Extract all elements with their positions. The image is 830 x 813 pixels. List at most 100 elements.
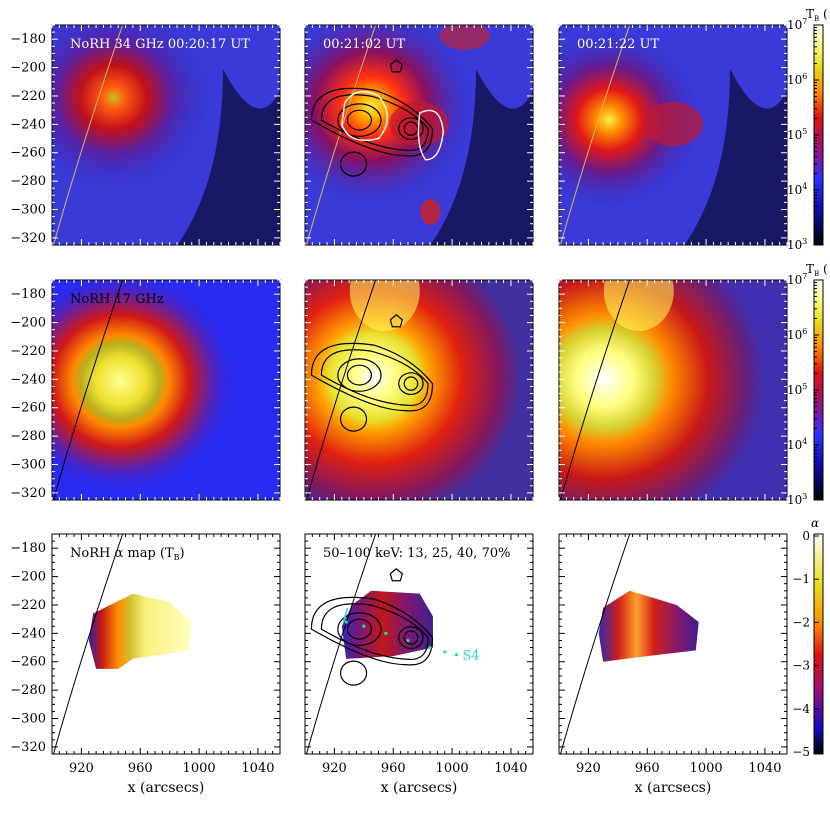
panel-label: NoRH 34 GHz 00:20:17 UT (70, 37, 250, 52)
colorbar-tick-label: 106 (787, 72, 807, 87)
x-tick-label: 920 (322, 761, 347, 776)
panel-frame (558, 24, 788, 246)
white-contours (341, 90, 444, 161)
x-tick-label: 960 (381, 761, 406, 776)
y-tick-label: −320 (10, 486, 46, 501)
solar-limb (52, 280, 124, 500)
y-tick-label: −320 (10, 231, 46, 246)
top-source (439, 25, 490, 50)
alpha-map (341, 590, 433, 659)
panel-r1-c2: 00:21:02 UT (304, 24, 534, 246)
solar-limb (305, 534, 377, 754)
solar-limb (559, 25, 631, 245)
x-tick-label: 1000 (183, 761, 216, 776)
colorbar-title: TB ( (806, 7, 828, 23)
panel-ticks (51, 279, 281, 500)
solar-limb (52, 534, 124, 754)
colorbar-tick-label: −1 (792, 572, 810, 586)
top-source (603, 280, 674, 331)
y-tick-label: −220 (10, 89, 46, 104)
solar-limb (305, 280, 377, 500)
colorbar-tick-label: 0 (802, 529, 810, 543)
y-tick-label: −260 (10, 401, 46, 416)
x-tick-label: 920 (576, 761, 601, 776)
x-tick-label: 1040 (241, 761, 274, 776)
panel-r2-c2 (304, 279, 534, 501)
y-tick-label: −280 (10, 429, 46, 444)
brightness-map (52, 280, 280, 500)
x-axis-label: x (arcsecs) (128, 780, 205, 796)
tertiary-source (420, 199, 441, 225)
y-tick-label: −200 (10, 316, 46, 331)
y-tick-label: −240 (10, 626, 46, 641)
slit-s4: S4 (342, 607, 480, 664)
colorbar-title: α (811, 516, 819, 530)
panel-r3-c2: S4 50–100 keV: 13, 25, 40, 70% 920 960 1000 1… (304, 533, 534, 796)
panel-ticks (304, 24, 534, 245)
panel-ticks (304, 533, 534, 754)
panel-frame (304, 533, 534, 755)
y-tick-label: −220 (10, 344, 46, 359)
solar-limb (305, 25, 377, 245)
colorbar-tick-label: 104 (787, 437, 807, 452)
y-tick-label: −300 (10, 712, 46, 727)
x-tick-label: 1040 (494, 761, 527, 776)
panel-frame (558, 279, 788, 501)
panel-r3-c1: NoRH α map (TB) −180 −200 −220 −240 −260 −280 −… (10, 533, 281, 796)
y-tick-label: −180 (10, 287, 46, 302)
panel-frame (51, 279, 281, 501)
colorbar-tick-label: −3 (792, 659, 810, 673)
colorbar-tick-label: 106 (787, 327, 807, 342)
brightness-map (52, 25, 280, 245)
panel-r1-c1: NoRH 34 GHz 00:20:17 UT −180 −200 −220 −240 −… (10, 24, 281, 246)
colorbar-tick-label: 107 (787, 17, 807, 32)
solar-limb (559, 280, 631, 500)
x-axis-label: x (arcsecs) (381, 780, 458, 796)
y-tick-label: −240 (10, 372, 46, 387)
colorbar-tick-label: 105 (787, 382, 807, 397)
slit-label: S4 (462, 649, 479, 664)
colorbar-tick-label: 103 (787, 492, 807, 507)
secondary-source (643, 102, 703, 146)
solar-limb (52, 25, 124, 245)
panel-label: 00:21:22 UT (577, 37, 659, 52)
hxr-contours (310, 313, 434, 432)
colorbar-row-3: α0 −1 −2 −3 −4 −5 (792, 516, 824, 759)
colorbar-tick-label: 104 (787, 182, 807, 197)
panel-r1-c3: 00:21:22 UT (558, 24, 788, 246)
panel-frame (558, 533, 788, 755)
x-tick-label: 960 (635, 761, 660, 776)
panel-r3-c3: 920 960 1000 1040 x (arcsecs) (558, 533, 788, 796)
colorbar-tick-label: −5 (792, 745, 810, 759)
y-tick-label: −180 (10, 541, 46, 556)
hxr-contours (310, 58, 434, 177)
y-tick-label: −320 (10, 740, 46, 755)
top-source (349, 280, 420, 331)
y-tick-label: −300 (10, 458, 46, 473)
alpha-map (598, 590, 699, 662)
panel-ticks (558, 279, 788, 500)
y-tick-label: −300 (10, 203, 46, 218)
panel-ticks (51, 533, 281, 754)
panel-frame (304, 24, 534, 246)
alpha-map (88, 593, 192, 669)
x-tick-label: 920 (69, 761, 94, 776)
panel-r2-c1: NoRH 17 GHz −180 −200 −220 −240 −260 −280 −300 −… (10, 279, 281, 501)
panel-frame (304, 279, 534, 501)
brightness-map (559, 280, 787, 500)
x-tick-label: 1040 (748, 761, 781, 776)
colorbar-tick-label: 107 (787, 272, 807, 287)
panel-ticks (51, 24, 281, 245)
panel-label: NoRH 17 GHz (70, 292, 164, 307)
y-tick-label: −260 (10, 655, 46, 670)
y-tick-label: −240 (10, 117, 46, 132)
panel-frame (51, 24, 281, 246)
x-tick-label: 960 (128, 761, 153, 776)
brightness-map (305, 280, 533, 500)
y-tick-label: −220 (10, 598, 46, 613)
y-tick-label: −260 (10, 146, 46, 161)
x-axis-label: x (arcsecs) (635, 780, 712, 796)
x-tick-label: 1000 (690, 761, 723, 776)
y-tick-label: −200 (10, 61, 46, 76)
y-tick-label: −180 (10, 32, 46, 47)
